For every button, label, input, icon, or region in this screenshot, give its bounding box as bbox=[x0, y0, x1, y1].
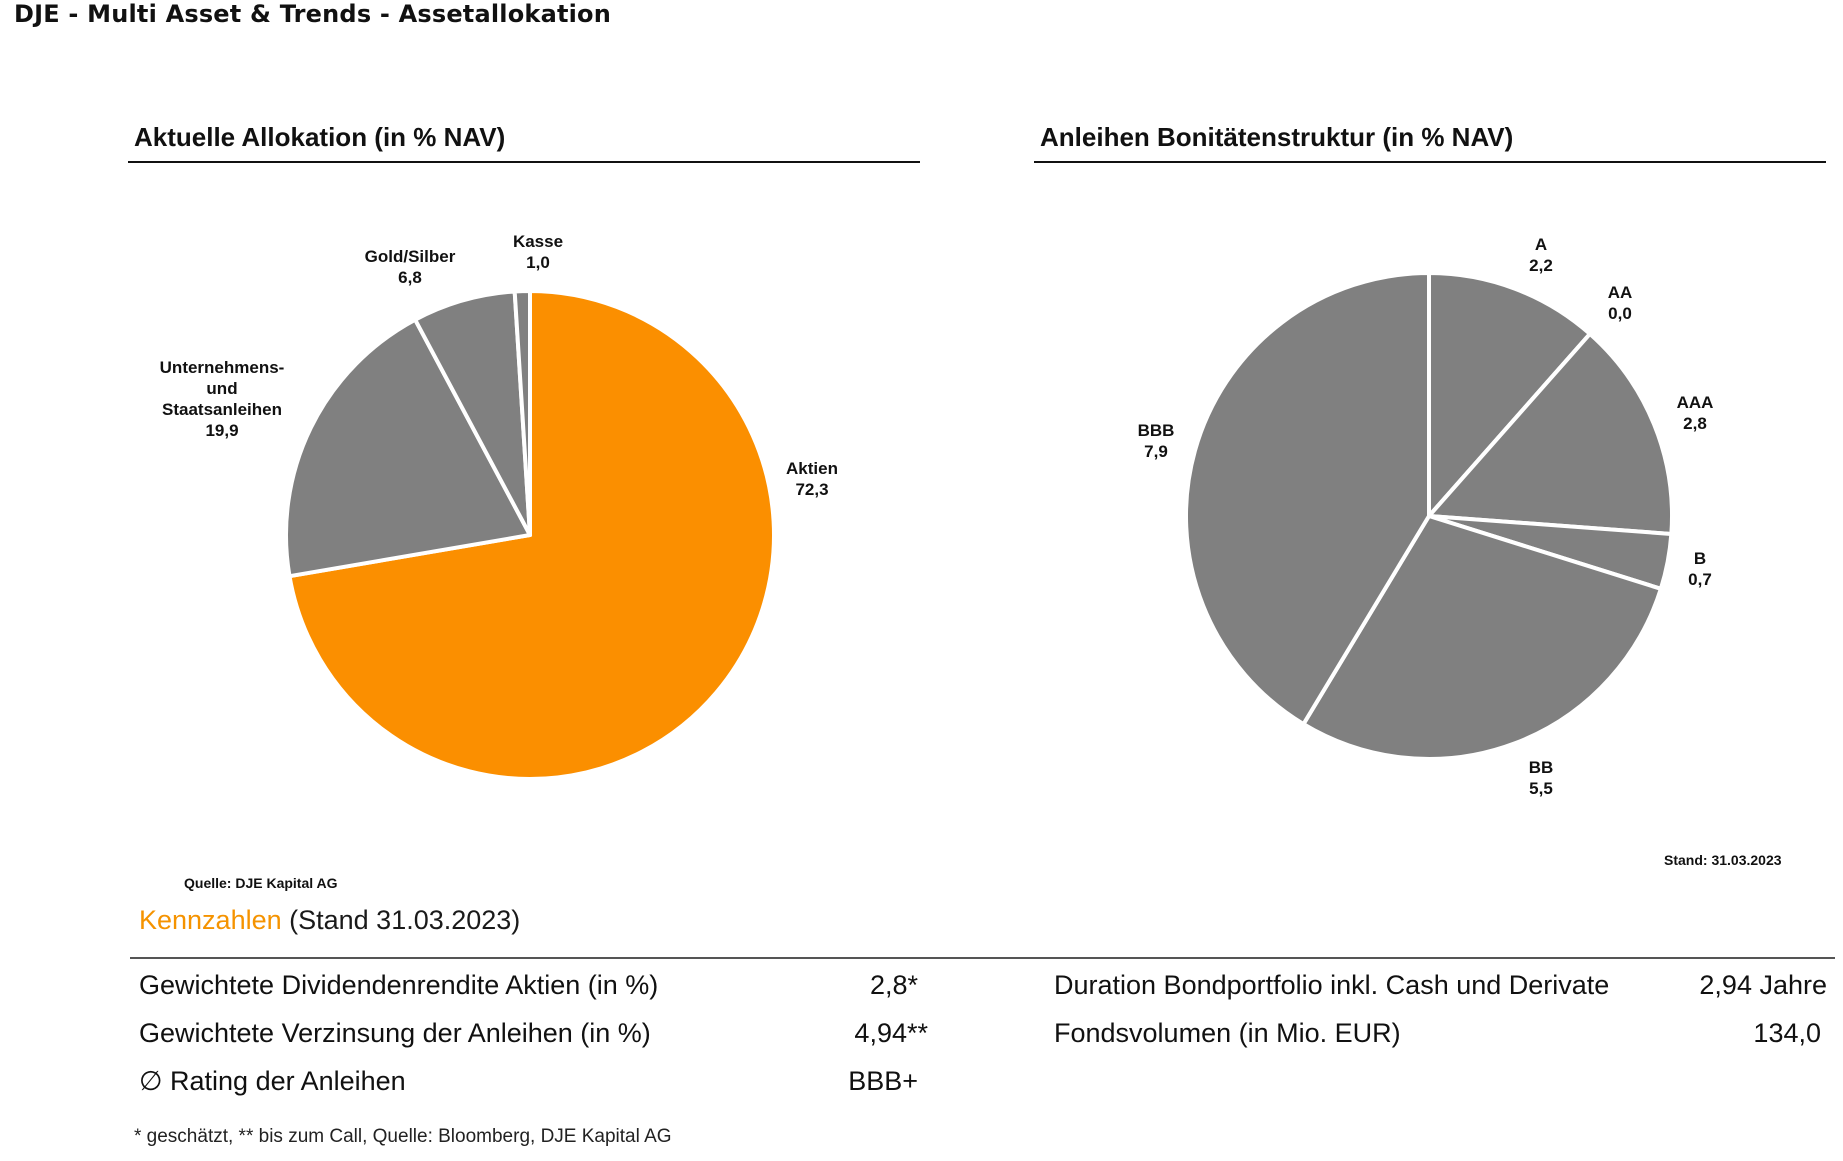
kennzahl-label: Gewichtete Dividendenrendite Aktien (in … bbox=[139, 970, 659, 1000]
rating-date-note: Stand: 31.03.2023 bbox=[1664, 852, 1782, 868]
pie-value-label: 7,9 bbox=[1144, 442, 1168, 461]
kennzahlen-title-accent: Kennzahlen bbox=[139, 905, 282, 935]
pie-label-text: A bbox=[1535, 235, 1547, 254]
pie-label-text: Unternehmens- bbox=[160, 358, 285, 377]
kennzahl-value: 4,94** bbox=[854, 1018, 928, 1048]
allocation-title-rule bbox=[128, 161, 920, 163]
pie-label-aaa: AAA 2,8 bbox=[1677, 393, 1714, 433]
pie-slice-kasse bbox=[512, 288, 532, 537]
pie-value-label: 72,3 bbox=[795, 480, 828, 499]
rating-title-rule bbox=[1034, 161, 1826, 163]
pie-label-gold-silber: Gold/Silber 6,8 bbox=[365, 247, 456, 287]
kennzahl-label: Fondsvolumen (in Mio. EUR) bbox=[1054, 1018, 1401, 1048]
pie-label-text: Kasse bbox=[513, 232, 563, 251]
page-title: DJE - Multi Asset & Trends - Assetalloka… bbox=[14, 0, 612, 28]
pie-value-label: 5,5 bbox=[1529, 779, 1553, 798]
pie-label-text: AAA bbox=[1677, 393, 1714, 412]
pie-label-text: AA bbox=[1608, 283, 1633, 302]
pie-label-text: Gold/Silber bbox=[365, 247, 456, 266]
pie-value-label: 6,8 bbox=[398, 268, 422, 287]
pie-label-text: B bbox=[1694, 549, 1706, 568]
pie-value-label: 2,2 bbox=[1529, 256, 1553, 275]
kennzahl-label: Duration Bondportfolio inkl. Cash und De… bbox=[1054, 970, 1610, 1000]
kennzahl-value: 134,0 bbox=[1753, 1018, 1821, 1048]
allocation-chart-title: Aktuelle Allokation (in % NAV) bbox=[134, 122, 506, 152]
kennzahl-label: ∅ Rating der Anleihen bbox=[139, 1066, 406, 1096]
footnote: * geschätzt, ** bis zum Call, Quelle: Bl… bbox=[134, 1126, 672, 1147]
kennzahlen-title-date: (Stand 31.03.2023) bbox=[281, 905, 521, 935]
pie-label-bb: BB 5,5 bbox=[1529, 758, 1554, 798]
pie-label-text: BB bbox=[1529, 758, 1554, 777]
pie-value-label: 19,9 bbox=[205, 421, 238, 440]
pie-label-text: Staatsanleihen bbox=[162, 400, 282, 419]
pie-label-a: A 2,2 bbox=[1529, 235, 1553, 275]
pie-label-text: Aktien bbox=[786, 459, 838, 478]
kennzahl-label: Gewichtete Verzinsung der Anleihen (in %… bbox=[139, 1018, 651, 1048]
pie-value-label: 1,0 bbox=[526, 253, 550, 272]
pie-label-unternehmens-und-staatsanleihen: Unternehmens-und Staatsanleihen 19,9 bbox=[160, 358, 285, 440]
pie-value-label: 0,7 bbox=[1688, 570, 1712, 589]
rating-chart-title: Anleihen Bonitätenstruktur (in % NAV) bbox=[1040, 122, 1514, 152]
pie-value-label: 2,8 bbox=[1683, 414, 1707, 433]
pie-label-aa: AA 0,0 bbox=[1608, 283, 1633, 323]
kennzahl-value: 2,8* bbox=[869, 970, 918, 1000]
pie-label-bbb: BBB 7,9 bbox=[1138, 421, 1175, 461]
kennzahl-value: 2,94 Jahre bbox=[1699, 970, 1827, 1000]
pie-slice-aaa bbox=[1427, 331, 1674, 536]
allocation-source: Quelle: DJE Kapital AG bbox=[184, 875, 338, 891]
pie-label-text: und bbox=[206, 379, 237, 398]
pie-slice-a bbox=[1427, 271, 1592, 518]
kennzahl-value: BBB+ bbox=[848, 1066, 918, 1096]
kennzahlen-title: Kennzahlen (Stand 31.03.2023) bbox=[139, 905, 520, 936]
pie-label-kasse: Kasse 1,0 bbox=[513, 232, 563, 272]
pie-slice-bbb bbox=[1184, 271, 1431, 727]
pie-label-aktien: Aktien 72,3 bbox=[786, 459, 838, 499]
pie-slice-gold-silber bbox=[413, 289, 532, 537]
pie-label-b: B 0,7 bbox=[1688, 549, 1712, 589]
pie-label-text: BBB bbox=[1138, 421, 1175, 440]
pie-value-label: 0,0 bbox=[1608, 304, 1632, 323]
pie-slice-unternehmens-und-staatsanleihen bbox=[284, 317, 532, 579]
kennzahlen-rule bbox=[130, 957, 1835, 959]
